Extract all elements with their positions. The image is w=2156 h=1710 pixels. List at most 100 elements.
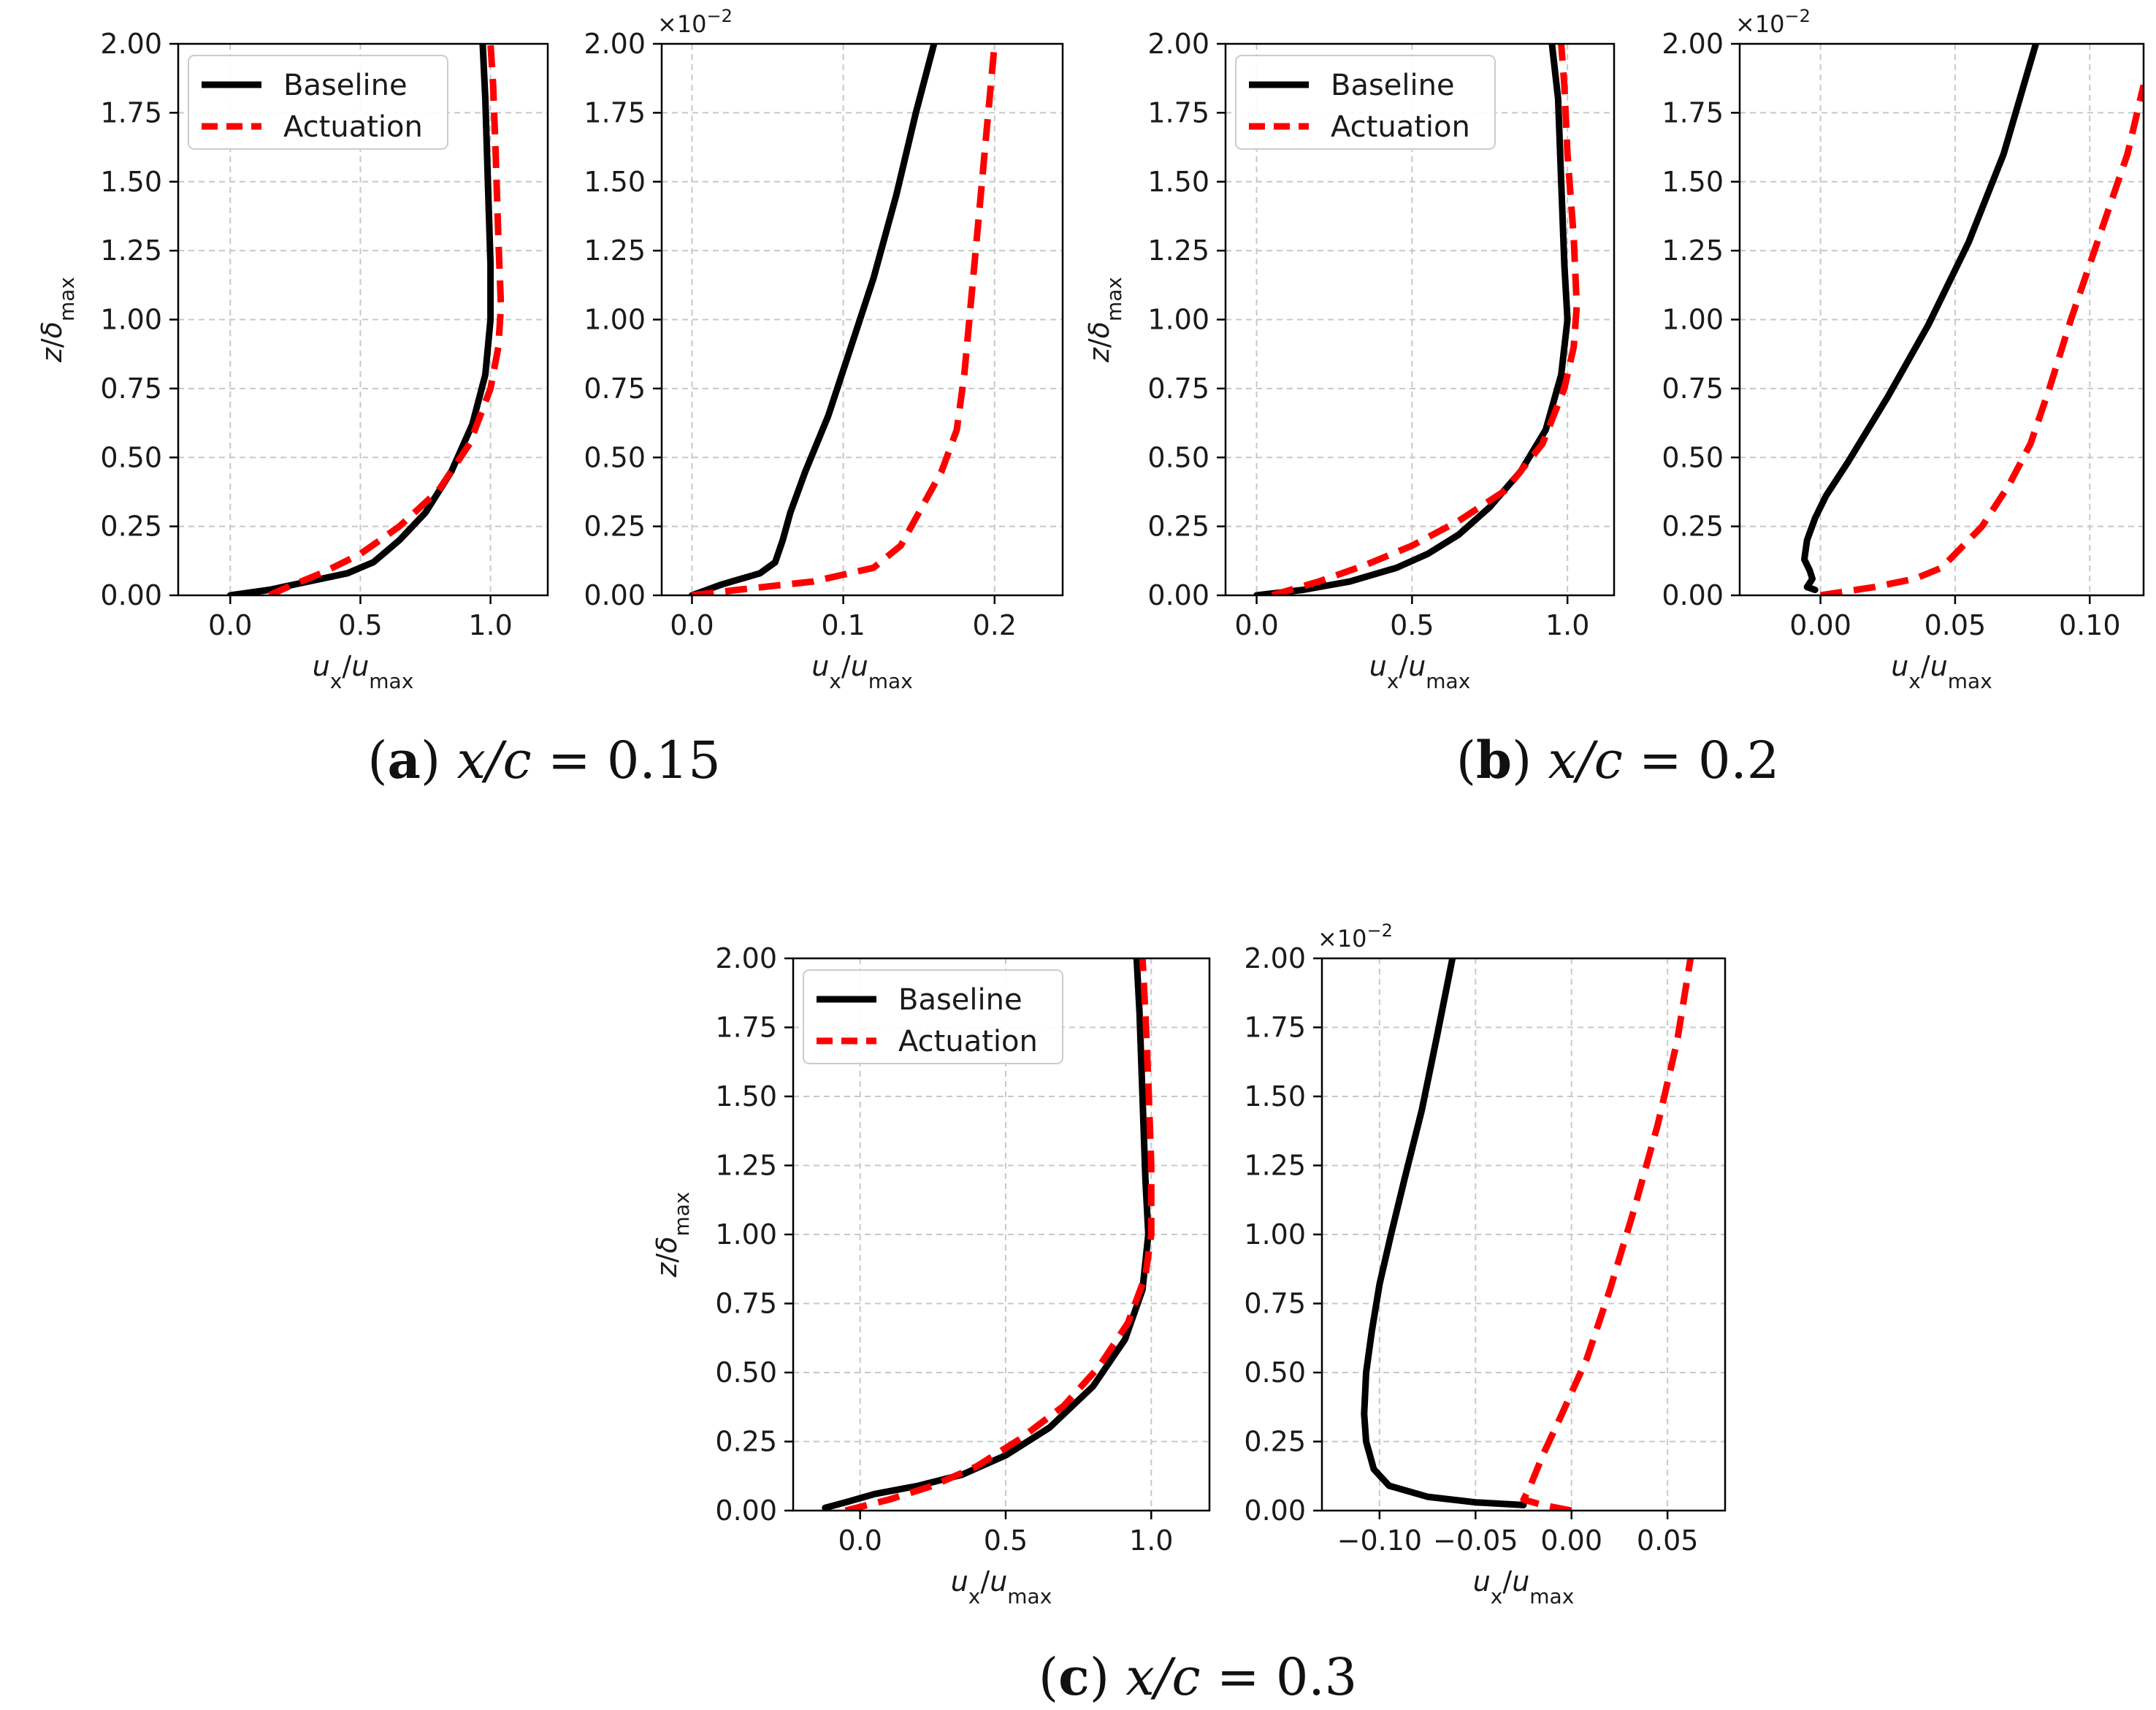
y-tick-label: 0.25 [584,511,646,543]
actuation-line [691,44,998,595]
y-tick-label: 1.00 [100,304,162,336]
y-tick-label: 0.50 [584,441,646,473]
y-tick-label: 0.75 [1244,1288,1306,1320]
baseline-line [688,44,938,595]
legend: Baseline Actuation [803,969,1063,1064]
x-tick-label: 1.0 [468,609,512,641]
baseline-legend-label: Baseline [1331,69,1455,102]
x-tick-label: 0.00 [1540,1524,1602,1557]
subplot-a-left: 0.0 0.5 1.0 0.00 0.25 0.50 0.75 1.00 1.25 1.50 1.7… [36,28,549,693]
actuation-line [1271,44,1580,595]
actuation-line [1819,84,2144,595]
x-tick-label: 0.1 [821,609,865,641]
x-axis-label: ux/umax [811,650,913,693]
y-tick-label: 1.25 [584,234,646,267]
y-tick-label: 0.50 [1244,1356,1306,1389]
caption-a: (a) x/c = 0.15 [367,730,721,790]
y-tick-label: 1.25 [1147,234,1209,267]
y-tick-label: 0.00 [1662,579,1724,611]
baseline-legend-label: Baseline [898,983,1022,1017]
legend: Baseline Actuation [1235,55,1496,150]
y-tick-label: 1.75 [584,96,646,129]
caption-b: (b) x/c = 0.2 [1456,730,1780,790]
x-axis-label: ux/umax [1369,650,1471,693]
actuation-legend-label: Actuation [898,1025,1038,1058]
baseline-line [822,958,1152,1511]
y-tick-label: 0.25 [100,511,162,543]
y-tick-label: 0.25 [1244,1426,1306,1458]
y-tick-label: 2.00 [1662,28,1724,60]
y-tick-label: 1.75 [1244,1012,1306,1044]
actuation-line [844,958,1155,1511]
y-tick-label: 1.75 [100,96,162,129]
subplot-b-right: 0.00 0.05 0.10 0.00 0.25 0.50 0.75 1.00 1.25 1.50… [1662,6,2145,693]
x-tick-label: 0.0 [838,1524,882,1557]
y-tick-label: 1.75 [1147,96,1209,129]
actuation-line [267,44,505,595]
x-scale-multiplier: ×10−2 [1735,6,1811,38]
y-tick-label: 1.75 [1662,96,1724,129]
x-tick-label: −0.10 [1337,1524,1422,1557]
y-tick-label: 2.00 [1147,28,1209,60]
x-tick-label: 1.0 [1545,609,1589,641]
y-tick-label: 1.50 [100,166,162,198]
y-tick-label: 0.75 [584,373,646,405]
y-tick-label: 0.75 [100,373,162,405]
x-tick-label: 0.10 [2059,609,2121,641]
y-tick-label: 1.00 [1662,304,1724,336]
y-tick-label: 2.00 [100,28,162,60]
x-scale-multiplier: ×10−2 [1318,920,1393,953]
y-tick-label: 1.25 [1662,234,1724,267]
y-tick-label: 0.00 [1147,579,1209,611]
x-tick-label: 0.00 [1789,609,1851,641]
subplot-c-left: 0.0 0.5 1.0 0.00 0.25 0.50 0.75 1.00 1.25 1.50 1.7… [651,942,1211,1608]
x-tick-label: 0.2 [973,609,1017,641]
y-tick-label: 1.00 [584,304,646,336]
x-tick-label: 0.5 [338,609,382,641]
y-tick-label: 1.25 [1244,1150,1306,1182]
baseline-legend-label: Baseline [283,69,408,102]
y-tick-label: 0.00 [584,579,646,611]
y-axis-label: z/δmax [1083,277,1126,363]
x-axis-label: ux/umax [1891,650,1992,693]
baseline-line [226,44,494,595]
actuation-legend-label: Actuation [1331,110,1470,144]
y-tick-label: 2.00 [1244,942,1306,974]
x-scale-multiplier: ×10−2 [657,6,733,38]
subplot-a-right: 0.0 0.1 0.2 0.00 0.25 0.50 0.75 1.00 1.25 1.50 1.7… [584,6,1064,693]
y-tick-label: 1.00 [715,1218,777,1251]
x-tick-label: 0.0 [670,609,714,641]
y-tick-label: 0.25 [1662,511,1724,543]
x-tick-label: 0.05 [1924,609,1987,641]
subplot-b-left: 0.0 0.5 1.0 0.00 0.25 0.50 0.75 1.00 1.25 1.50 1.7… [1083,28,1616,693]
y-tick-label: 1.50 [1147,166,1209,198]
y-tick-label: 0.75 [1662,373,1724,405]
y-tick-label: 0.75 [1147,373,1209,405]
y-tick-label: 1.00 [1147,304,1209,336]
x-tick-label: 0.5 [984,1524,1028,1557]
y-tick-label: 0.00 [100,579,162,611]
y-tick-label: 1.25 [100,234,162,267]
baseline-line [1361,958,1527,1508]
x-tick-label: 1.0 [1129,1524,1173,1557]
y-tick-label: 1.75 [715,1012,777,1044]
y-tick-label: 0.00 [715,1495,777,1527]
x-tick-label: 0.05 [1637,1524,1699,1557]
caption-c: (c) x/c = 0.3 [1039,1646,1357,1707]
x-tick-label: 0.0 [208,609,252,641]
x-axis-label: ux/umax [951,1565,1052,1608]
baseline-line [1801,44,2039,593]
y-tick-label: 1.50 [715,1080,777,1112]
y-tick-label: 1.50 [584,166,646,198]
y-tick-label: 0.50 [1662,441,1724,473]
subplot-c-right: −0.10 −0.05 0.00 0.05 0.00 0.25 0.50 0.75 1.00 1.… [1244,920,1727,1608]
y-axis-label: z/δmax [651,1191,694,1278]
y-tick-label: 0.75 [715,1288,777,1320]
y-tick-label: 0.25 [715,1426,777,1458]
y-tick-label: 0.50 [100,441,162,473]
y-tick-label: 0.00 [1244,1495,1306,1527]
y-tick-label: 1.50 [1662,166,1724,198]
y-tick-label: 2.00 [584,28,646,60]
x-tick-label: −0.05 [1433,1524,1518,1557]
